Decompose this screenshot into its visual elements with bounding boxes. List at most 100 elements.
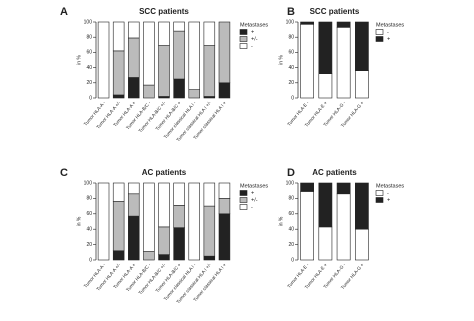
bar-segment: [188, 182, 200, 261]
bar-segment: [158, 21, 170, 46]
bar-segment: [336, 193, 351, 261]
legend-label: -: [251, 43, 253, 49]
legend-swatch: [239, 36, 248, 42]
legend-swatch: [375, 29, 384, 35]
bar-segment: [188, 21, 200, 90]
y-tick-label: 100: [286, 19, 295, 25]
legend-swatch: [375, 190, 384, 196]
y-axis-label: in %: [278, 55, 284, 65]
y-tick-label: 80: [288, 196, 294, 202]
y-tick-label: 0: [89, 95, 92, 101]
bar-segment: [336, 27, 351, 99]
bar-segment: [336, 21, 351, 28]
legend-label: +/-: [251, 197, 258, 203]
legend-label: -: [251, 204, 253, 210]
bar-segment: [203, 21, 216, 46]
bar-segment: [173, 21, 185, 32]
bar-segment: [300, 191, 314, 261]
legend-swatch: [239, 29, 248, 35]
x-tick-label: Tumor HLA-B/C +/-: [138, 100, 167, 134]
bar-segment: [173, 182, 185, 206]
bar-segment: [128, 193, 140, 217]
bar-segment: [318, 226, 333, 261]
chart-title: AC patients: [312, 168, 357, 177]
bar-segment: [112, 50, 125, 96]
legend-swatch: [239, 190, 248, 196]
y-tick-label: 20: [288, 80, 294, 86]
y-tick-label: 100: [84, 180, 93, 186]
y-tick-label: 40: [86, 227, 92, 233]
y-tick-label: 20: [86, 242, 92, 248]
bar-segment: [97, 182, 110, 261]
bar-segment: [112, 182, 125, 202]
bar-segment: [203, 205, 216, 257]
bar-segment: [158, 226, 170, 255]
bar-segment: [218, 21, 231, 84]
y-axis-label: in %: [76, 55, 82, 65]
y-tick-label: 100: [84, 19, 93, 25]
bar-segment: [218, 182, 231, 199]
bar-segment: [143, 182, 155, 252]
bar-segment: [128, 77, 140, 99]
legend-swatch: [375, 197, 384, 203]
bar-segment: [188, 89, 200, 99]
legend-label: -: [387, 29, 389, 35]
bar-segment: [143, 21, 155, 86]
bar-segment: [128, 182, 140, 195]
y-tick-label: 0: [291, 257, 294, 263]
bar-segment: [97, 21, 110, 99]
y-axis-label: in %: [278, 216, 284, 226]
bar-segment: [218, 82, 231, 99]
bar-segment: [158, 182, 170, 228]
y-tick-label: 40: [86, 65, 92, 71]
bar-segment: [318, 21, 333, 74]
bar-segment: [173, 227, 185, 261]
bar-segment: [218, 198, 231, 215]
y-tick-label: 40: [288, 65, 294, 71]
panel-letter: D: [287, 167, 295, 179]
bar-segment: [355, 228, 369, 261]
legend-swatch: [375, 36, 384, 42]
bar-segment: [143, 84, 155, 99]
legend-label: +: [251, 190, 254, 196]
y-tick-label: 20: [288, 242, 294, 248]
chart-title: SCC patients: [139, 7, 189, 16]
bar-segment: [203, 182, 216, 207]
legend-title: Metastases: [376, 22, 404, 28]
bar-segment: [300, 23, 314, 99]
bar-segment: [355, 182, 369, 230]
legend-title: Metastases: [376, 183, 404, 189]
chart-title: AC patients: [142, 168, 187, 177]
bar-segment: [112, 201, 125, 252]
legend-title: Metastases: [240, 183, 268, 189]
bar-segment: [355, 21, 369, 71]
legend-swatch: [239, 204, 248, 210]
x-tick-label: Tumor HLA-B/C +/-: [138, 262, 167, 296]
y-tick-label: 60: [86, 50, 92, 56]
bar-segment: [173, 30, 185, 80]
legend-label: +: [251, 29, 254, 35]
y-tick-label: 80: [288, 35, 294, 41]
bar-segment: [143, 251, 155, 261]
y-tick-label: 80: [86, 35, 92, 41]
y-tick-label: 40: [288, 227, 294, 233]
bar-segment: [112, 21, 125, 52]
y-tick-label: 20: [86, 80, 92, 86]
bar-segment: [158, 254, 170, 261]
legend-label: +: [387, 197, 390, 203]
y-tick-label: 0: [291, 95, 294, 101]
bar-segment: [158, 45, 170, 97]
bar-segment: [203, 255, 216, 261]
legend-swatch: [239, 43, 248, 49]
legend-title: Metastases: [240, 22, 268, 28]
y-tick-label: 100: [286, 180, 295, 186]
bar-segment: [300, 182, 314, 192]
y-tick-label: 60: [86, 211, 92, 217]
y-tick-label: 60: [288, 211, 294, 217]
bar-segment: [300, 21, 314, 25]
legend-label: +/-: [251, 36, 258, 42]
y-tick-label: 0: [89, 257, 92, 263]
bar-segment: [128, 21, 140, 39]
bar-segment: [336, 182, 351, 195]
y-tick-label: 60: [288, 50, 294, 56]
